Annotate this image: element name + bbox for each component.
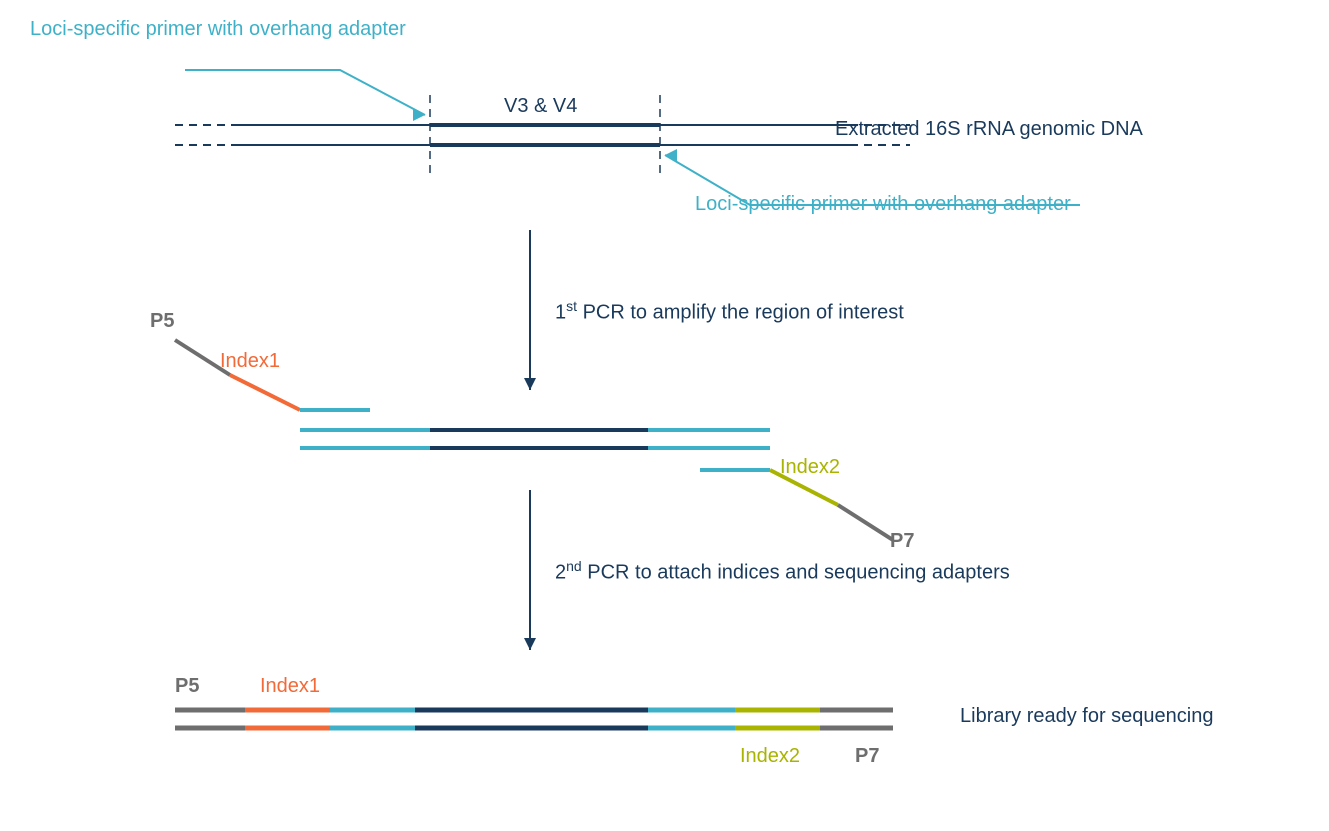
region-label: V3 & V4 [504,95,577,118]
index2-stage2-label: Index2 [780,456,840,479]
p5-stage2-label: P5 [150,310,174,333]
p7-stage3-label: P7 [855,745,879,768]
primer-bottom-label: Loci-specific primer with overhang adapt… [695,193,1071,216]
index1-stage3-label: Index1 [260,675,320,698]
p5-stage3-label: P5 [175,675,199,698]
p7-stage2-label: P7 [890,530,914,553]
extracted-dna-label: Extracted 16S rRNA genomic DNA [835,118,1143,141]
pcr1-label: 1st PCR to amplify the region of interes… [555,298,904,325]
index1-stage2-label: Index1 [220,350,280,373]
library-label: Library ready for sequencing [960,705,1213,728]
pcr2-label: 2nd PCR to attach indices and sequencing… [555,558,1010,585]
index2-stage3-label: Index2 [740,745,800,768]
primer-top-label: Loci-specific primer with overhang adapt… [30,18,406,41]
